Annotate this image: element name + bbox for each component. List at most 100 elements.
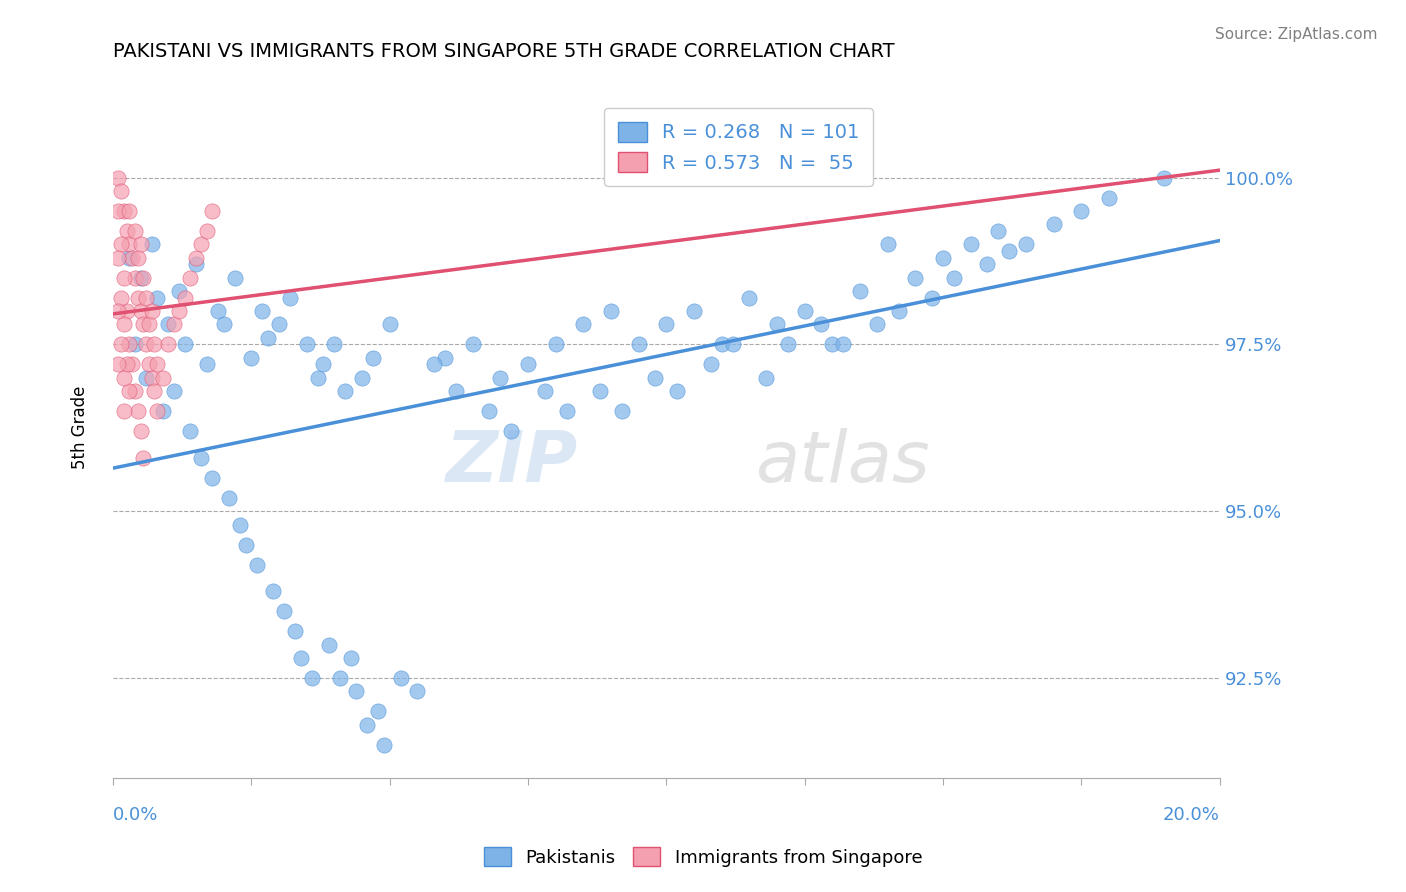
Point	[533, 384, 555, 398]
Point	[118, 384, 141, 398]
Point	[112, 204, 135, 219]
Point	[344, 684, 367, 698]
Point	[373, 738, 395, 752]
Point	[323, 337, 346, 351]
Point	[312, 358, 335, 372]
Point	[755, 371, 778, 385]
Point	[184, 251, 207, 265]
Point	[118, 204, 141, 219]
Text: 0.0%: 0.0%	[112, 806, 159, 824]
Point	[229, 517, 252, 532]
Point	[173, 291, 195, 305]
Point	[212, 318, 235, 332]
Point	[179, 424, 201, 438]
Point	[118, 237, 141, 252]
Point	[378, 318, 401, 332]
Point	[423, 358, 446, 372]
Point	[849, 284, 872, 298]
Point	[107, 251, 129, 265]
Point	[478, 404, 501, 418]
Point	[190, 450, 212, 465]
Point	[118, 251, 141, 265]
Point	[115, 304, 138, 318]
Text: ZIP: ZIP	[446, 428, 578, 498]
Point	[112, 371, 135, 385]
Point	[240, 351, 263, 365]
Point	[132, 450, 155, 465]
Point	[146, 358, 169, 372]
Point	[190, 237, 212, 252]
Point	[516, 358, 538, 372]
Point	[127, 291, 149, 305]
Point	[959, 237, 981, 252]
Point	[107, 204, 129, 219]
Point	[124, 384, 146, 398]
Point	[776, 337, 799, 351]
Point	[167, 284, 190, 298]
Point	[998, 244, 1021, 258]
Point	[921, 291, 943, 305]
Point	[793, 304, 815, 318]
Point	[218, 491, 240, 505]
Point	[683, 304, 706, 318]
Point	[207, 304, 229, 318]
Point	[157, 337, 180, 351]
Point	[107, 170, 129, 185]
Point	[124, 337, 146, 351]
Point	[124, 224, 146, 238]
Point	[235, 537, 257, 551]
Point	[589, 384, 612, 398]
Point	[544, 337, 567, 351]
Point	[152, 371, 174, 385]
Point	[444, 384, 467, 398]
Point	[110, 291, 132, 305]
Legend: R = 0.268   N = 101, R = 0.573   N =  55: R = 0.268 N = 101, R = 0.573 N = 55	[605, 108, 873, 186]
Point	[329, 671, 352, 685]
Point	[179, 270, 201, 285]
Point	[307, 371, 329, 385]
Point	[666, 384, 689, 398]
Point	[129, 237, 152, 252]
Point	[600, 304, 623, 318]
Point	[278, 291, 301, 305]
Point	[943, 270, 966, 285]
Point	[121, 358, 143, 372]
Point	[167, 304, 190, 318]
Point	[721, 337, 744, 351]
Point	[655, 318, 678, 332]
Point	[107, 304, 129, 318]
Point	[555, 404, 578, 418]
Point	[135, 371, 157, 385]
Point	[1098, 191, 1121, 205]
Point	[832, 337, 855, 351]
Point	[129, 270, 152, 285]
Legend: Pakistanis, Immigrants from Singapore: Pakistanis, Immigrants from Singapore	[477, 840, 929, 874]
Point	[644, 371, 666, 385]
Point	[173, 337, 195, 351]
Point	[201, 204, 224, 219]
Point	[301, 671, 323, 685]
Point	[129, 424, 152, 438]
Point	[152, 404, 174, 418]
Point	[976, 257, 998, 271]
Point	[141, 304, 163, 318]
Point	[572, 318, 595, 332]
Point	[195, 224, 218, 238]
Point	[124, 270, 146, 285]
Text: 20.0%: 20.0%	[1163, 806, 1220, 824]
Point	[821, 337, 844, 351]
Point	[112, 404, 135, 418]
Point	[201, 471, 224, 485]
Point	[132, 270, 155, 285]
Point	[367, 704, 389, 718]
Point	[224, 270, 246, 285]
Point	[987, 224, 1010, 238]
Point	[157, 318, 180, 332]
Point	[290, 651, 312, 665]
Point	[115, 358, 138, 372]
Point	[184, 257, 207, 271]
Point	[163, 384, 186, 398]
Point	[699, 358, 721, 372]
Point	[115, 224, 138, 238]
Point	[138, 358, 160, 372]
